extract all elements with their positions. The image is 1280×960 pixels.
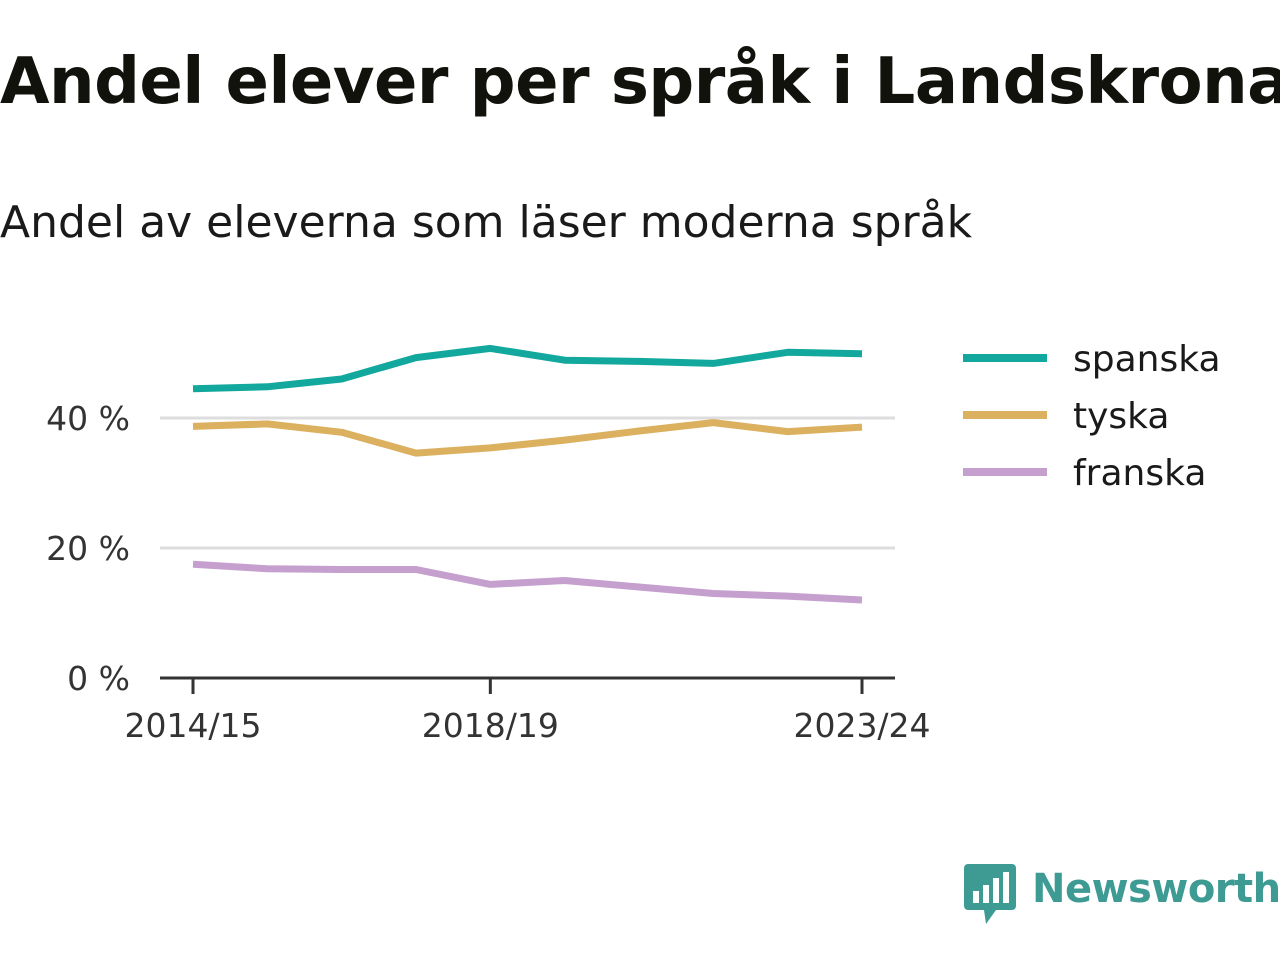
bar-chart-speech-bubble-icon [964,864,1016,924]
y-tick-label: 20 % [46,529,130,568]
y-tick-label: 0 % [67,659,130,698]
gridlines [160,416,895,550]
y-axis-labels: 0 % 20 % 40 % [46,399,130,698]
brand-footer: Newsworthy [964,864,1280,926]
series-lines [192,344,863,604]
logo-bar-1 [973,891,979,903]
series-line-franska [192,560,863,604]
x-tick-label: 2023/24 [793,706,930,745]
logo-bar-3 [993,878,999,903]
logo-bar-4 [1003,872,1009,903]
legend-label-spanska: spanska [1073,339,1221,380]
series-line-tyska [192,419,863,457]
logo-bar-2 [983,885,989,903]
x-tick-label: 2018/19 [422,706,559,745]
x-axis: 2014/15 2018/19 2023/24 [124,676,931,745]
chart-title: Andel elever per språk i Landskrona [0,45,1280,119]
legend-label-franska: franska [1073,453,1206,494]
chart-subtitle: Andel av eleverna som läser moderna språ… [0,197,973,248]
x-tick-label: 2014/15 [124,706,261,745]
y-tick-label: 40 % [46,399,130,438]
legend-label-tyska: tyska [1073,396,1169,437]
legend: spanska tyska franska [963,339,1221,494]
brand-name: Newsworthy [1032,866,1280,912]
series-line-spanska [192,344,863,393]
